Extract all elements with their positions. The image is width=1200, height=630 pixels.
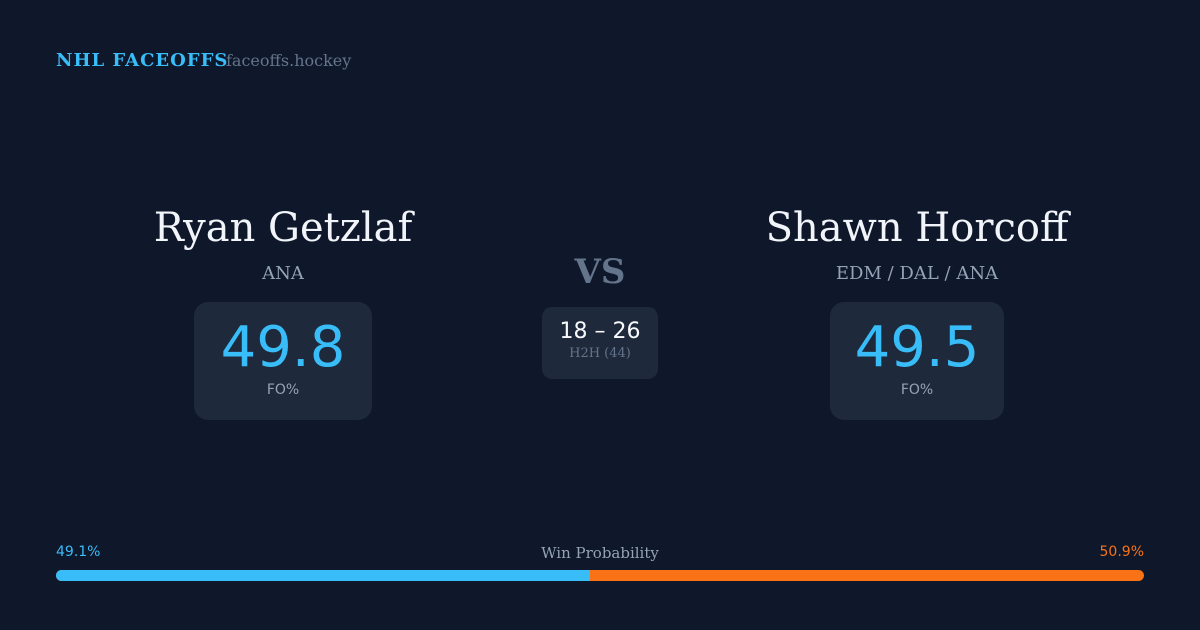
fo-card: 49.8 FO% [194,302,372,420]
left-player: Ryan Getzlaf ANA 49.8 FO% [73,205,493,420]
h2h-card: 18 – 26 H2H (44) [542,307,658,379]
player-team: EDM / DAL / ANA [835,263,999,284]
win-probability-bar [56,570,1144,581]
vs-label: VS [574,252,626,292]
h2h-label: H2H (44) [569,346,631,361]
player-name: Shawn Horcoff [765,205,1069,251]
fo-label: FO% [900,382,934,398]
fo-value: 49.8 [220,315,346,380]
win-probability-label: Win Probability [541,544,659,562]
site-url: faceoffs.hockey [226,51,352,70]
left-win-fill [56,570,591,581]
h2h-score: 18 – 26 [559,319,641,344]
fo-card: 49.5 FO% [830,302,1004,420]
fo-label: FO% [266,382,300,398]
player-name: Ryan Getzlaf [153,205,413,251]
fo-value: 49.5 [854,315,980,380]
brand-title: NHL FACEOFFS [56,50,229,71]
right-win-pct: 50.9% [1099,544,1144,560]
left-win-pct: 49.1% [56,544,101,560]
player-team: ANA [262,263,304,284]
right-player: Shawn Horcoff EDM / DAL / ANA 49.5 FO% [707,205,1127,420]
